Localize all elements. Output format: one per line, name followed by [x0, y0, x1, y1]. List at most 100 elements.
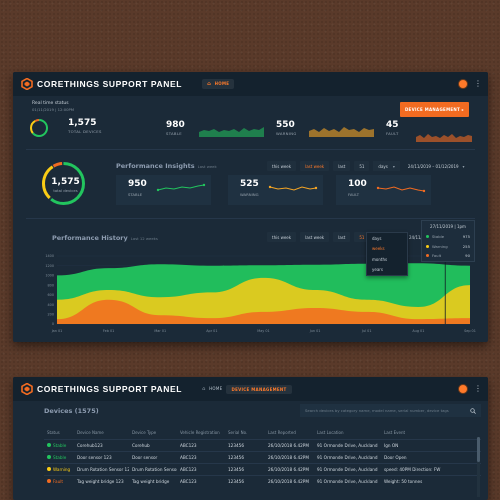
x-tick-label: Apr 01 [206, 329, 217, 333]
stat-label: FAULT [386, 131, 399, 136]
column-header[interactable]: Device Name [77, 430, 104, 436]
last-week-button[interactable]: last week [300, 161, 330, 171]
status-badge: Warning [53, 466, 71, 472]
status-cell: Stable [44, 438, 74, 451]
devices-title: Devices (1575) [44, 407, 99, 415]
table-row[interactable]: Stable Door sensor 123 Door sensor ABC12… [44, 450, 481, 463]
table-header-row: Status Device Name Device Type Vehicle R… [44, 427, 481, 439]
breadcrumb: ⌂ HOME [202, 79, 235, 89]
performance-history-chart[interactable]: 1400 1200 1000 800 600 400 200 0 Jan 01 Feb 01 Mar… [39, 254, 476, 334]
stat-card-stable[interactable]: 980 STABLE [166, 120, 266, 142]
performance-insights-subtitle: Last week [197, 164, 217, 169]
insight-card-stable[interactable]: 950 STABLE [116, 175, 211, 205]
column-header[interactable]: Vehicle Registration [180, 430, 220, 436]
stat-card-warning[interactable]: 550 WARNING [276, 120, 376, 142]
app-title: CORETHINGS SUPPORT PANEL [37, 79, 183, 89]
table-scrollbar[interactable] [477, 437, 480, 497]
user-avatar-icon[interactable] [458, 384, 468, 394]
table-row[interactable]: Fault Tag weight bridge 123 Tag weight b… [44, 474, 481, 487]
last-count-input[interactable]: 51 [354, 161, 370, 171]
column-header[interactable]: Serial No. [228, 430, 248, 436]
this-week-button[interactable]: this week [267, 161, 297, 171]
warning-trend-line [268, 185, 318, 191]
breadcrumb-home-label: HOME [209, 386, 223, 391]
x-tick-label: Jan 01 [51, 329, 63, 333]
column-header[interactable]: Last Event [384, 430, 406, 436]
last-event-cell: Door Open [381, 450, 481, 463]
last-count-input[interactable]: 51 [354, 232, 370, 242]
dropdown-option-months[interactable]: months [372, 256, 388, 262]
device-name-cell: Tag weight bridge 123 [74, 474, 129, 487]
last-label: last [333, 161, 351, 171]
status-badge: Stable [53, 442, 67, 448]
user-avatar-icon[interactable] [458, 79, 468, 89]
more-vertical-icon[interactable]: ⋮ [474, 79, 482, 88]
total-devices-value: 1,575 [68, 118, 97, 128]
y-tick-label: 400 [48, 303, 54, 307]
period-dropdown: days weeks months years [366, 232, 408, 276]
tooltip-value: 975 [462, 234, 470, 240]
y-tick-label: 800 [48, 283, 54, 287]
more-vertical-icon[interactable]: ⋮ [474, 384, 482, 393]
table-row[interactable]: Warning Drum Rotation Sensor 123 Drum Ro… [44, 462, 481, 475]
status-dot-icon [47, 455, 51, 459]
x-tick-label: Jun 01 [309, 329, 321, 333]
insight-card-warning[interactable]: 525 WARNING [228, 175, 323, 205]
status-dot-icon [47, 467, 51, 471]
insight-value: 100 [348, 179, 367, 189]
date-range-select[interactable]: 24/11/2019 – 01/12/2019 ▾ [404, 161, 469, 171]
status-cell: Warning [44, 462, 74, 475]
stat-card-fault[interactable]: 45 FAULT [386, 120, 486, 142]
tooltip-date: 27/11/2019 | 1pm [430, 224, 466, 229]
stable-sparkline [199, 127, 264, 137]
scrollbar-thumb[interactable] [477, 437, 480, 462]
divider [26, 149, 475, 150]
period-unit-select[interactable]: days ▾ [373, 161, 400, 171]
column-header[interactable]: Last Location [317, 430, 344, 436]
breadcrumb-home[interactable]: ⌂ HOME [202, 79, 235, 89]
insight-value: 525 [240, 179, 259, 189]
logo-icon [21, 383, 33, 395]
insight-label: STABLE [128, 192, 143, 197]
status-dot-icon [47, 443, 51, 447]
last-location-cell: 91 Ormonde Drive, Auckland [314, 438, 381, 451]
last-week-button[interactable]: last week [300, 232, 330, 242]
vehicle-reg-cell: ABC123 [177, 462, 225, 475]
dropdown-option-weeks[interactable]: weeks [372, 246, 385, 252]
y-tick-label: 600 [48, 293, 54, 297]
column-header[interactable]: Last Reported [268, 430, 296, 436]
this-week-button[interactable]: this week [267, 232, 297, 242]
vehicle-reg-cell: ABC123 [177, 474, 225, 487]
insight-card-fault[interactable]: 100 FAULT [336, 175, 431, 205]
dropdown-option-days[interactable]: days [372, 235, 382, 241]
performance-history-heading: Performance History [52, 234, 128, 242]
breadcrumb-home[interactable]: ⌂ HOME [202, 386, 222, 392]
device-search-input[interactable]: Search devices by category name, model n… [300, 404, 481, 417]
performance-history-subtitle: Last 12 weeks [130, 236, 158, 241]
breadcrumb: ⌂ HOME DEVICE MANAGEMENT [202, 384, 292, 394]
column-header[interactable]: Status [47, 430, 60, 436]
total-devices-ring [30, 119, 48, 137]
home-icon: ⌂ [207, 81, 211, 87]
area-series-fault[interactable] [57, 299, 470, 324]
chevron-down-icon: ▾ [462, 163, 465, 169]
status-dot-icon [47, 479, 51, 484]
x-tick-label: Feb 01 [103, 329, 114, 333]
last-event-cell: Weight: 50 tonnes [381, 474, 481, 487]
column-header[interactable]: Device Type [132, 430, 157, 436]
device-type-cell: Drum Rotation Sensor [129, 462, 177, 475]
device-management-button[interactable]: DEVICE MANAGEMENT ▸ [400, 102, 469, 117]
dropdown-option-years[interactable]: years [372, 267, 384, 273]
performance-ring-label: total devices [53, 188, 78, 193]
tooltip-row-stable: Stable 975 [422, 232, 474, 242]
last-reported-cell: 26/10/2018 6.42PM [265, 450, 314, 463]
last-reported-cell: 26/10/2018 6.42PM [265, 438, 314, 451]
table-row[interactable]: Stable Corehub123 Corehub ABC123 123456 … [44, 438, 481, 451]
stable-trend-line [156, 183, 206, 192]
tooltip-value: 255 [462, 243, 470, 249]
devices-table: Status Device Name Device Type Vehicle R… [44, 427, 481, 487]
warning-sparkline [309, 127, 374, 137]
search-icon[interactable] [470, 407, 476, 414]
last-location-cell: 91 Ormonde Drive, Auckland [314, 450, 381, 463]
breadcrumb-device-management[interactable]: DEVICE MANAGEMENT [226, 384, 292, 394]
